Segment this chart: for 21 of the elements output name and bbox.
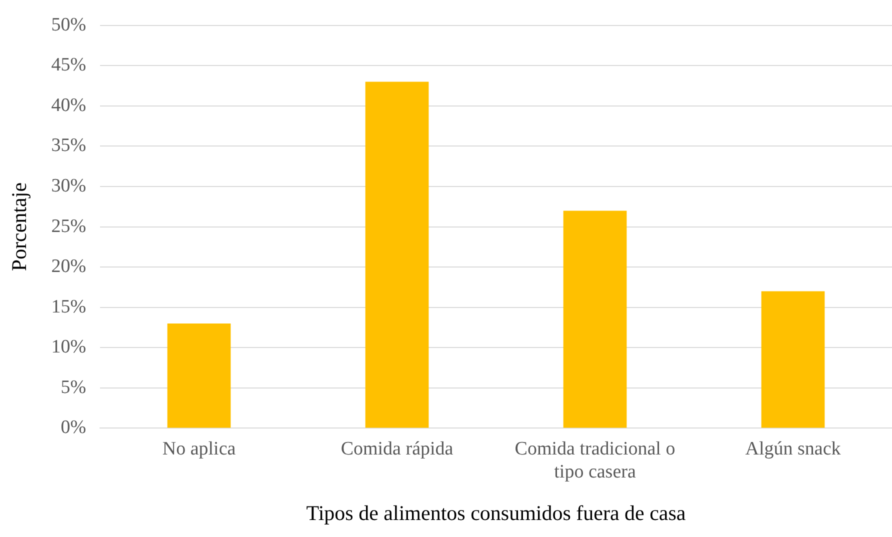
x-axis-title: Tipos de alimentos consumidos fuera de casa (306, 500, 686, 525)
x-tick-label: Comida tradicional o tipo casera (514, 438, 676, 482)
bar (167, 323, 231, 428)
bar (761, 291, 825, 428)
y-tick-label: 10% (51, 336, 86, 358)
y-tick-label: 5% (60, 376, 86, 398)
y-tick-label: 30% (51, 176, 86, 197)
bar (365, 82, 429, 428)
y-tick-label: 15% (51, 296, 86, 318)
bar (563, 210, 627, 428)
y-tick-label: 0% (60, 417, 86, 438)
x-tick-label: No aplica (162, 438, 236, 460)
y-tick-label: 20% (51, 256, 86, 278)
y-tick-label: 35% (51, 135, 86, 156)
x-tick-label: Comida rápida (340, 438, 454, 460)
y-tick-label: 40% (51, 94, 86, 116)
y-tick-label: 25% (51, 216, 86, 237)
y-axis-title: Porcentaje (7, 182, 32, 272)
y-tick-label: 50% (51, 14, 86, 36)
y-tick-label: 45% (51, 54, 86, 76)
x-tick-label: Algún snack (745, 438, 842, 460)
